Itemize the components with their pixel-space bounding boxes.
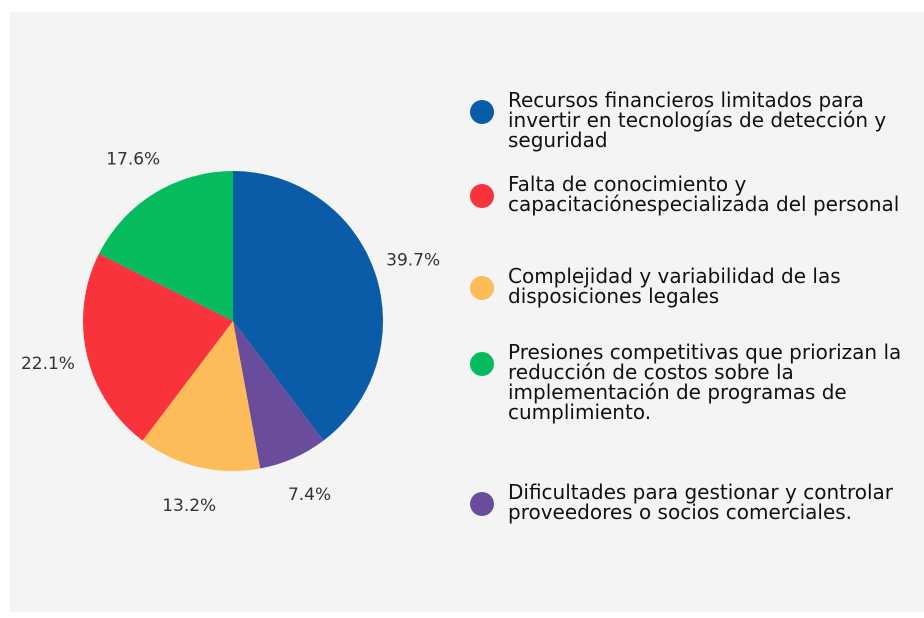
legend-item: Complejidad y variabilidad de las dispos… bbox=[470, 266, 920, 306]
legend-label: Complejidad y variabilidad de las dispos… bbox=[508, 264, 841, 308]
pie-slice bbox=[142, 321, 261, 471]
legend-item: Recursos financieros limitados para inve… bbox=[470, 90, 920, 150]
legend-swatch bbox=[470, 276, 494, 300]
slice-label: 13.2% bbox=[162, 496, 216, 516]
legend-swatch bbox=[470, 492, 494, 516]
legend-item: Dificultades para gestionar y controlar … bbox=[470, 482, 920, 522]
pie-slice bbox=[83, 253, 234, 441]
legend-item: Presiones competitivas que priorizan la … bbox=[470, 342, 920, 422]
slice-label: 7.4% bbox=[288, 485, 331, 505]
pie-slice bbox=[98, 171, 233, 321]
legend-label: Falta de conocimiento y capacitaciónespe… bbox=[508, 172, 900, 216]
legend-swatch bbox=[470, 100, 494, 124]
legend-swatch bbox=[470, 184, 494, 208]
slice-label: 17.6% bbox=[106, 149, 160, 169]
legend-item: Falta de conocimiento y capacitaciónespe… bbox=[470, 174, 920, 214]
legend-label: Dificultades para gestionar y controlar … bbox=[508, 480, 894, 524]
legend-label: Recursos financieros limitados para inve… bbox=[508, 88, 887, 152]
pie-slice bbox=[233, 171, 383, 441]
slice-label: 39.7% bbox=[386, 251, 440, 271]
pie-slice bbox=[233, 321, 324, 469]
legend-label: Presiones competitivas que priorizan la … bbox=[508, 340, 902, 424]
legend-swatch bbox=[470, 352, 494, 376]
slice-label: 22.1% bbox=[21, 354, 75, 374]
